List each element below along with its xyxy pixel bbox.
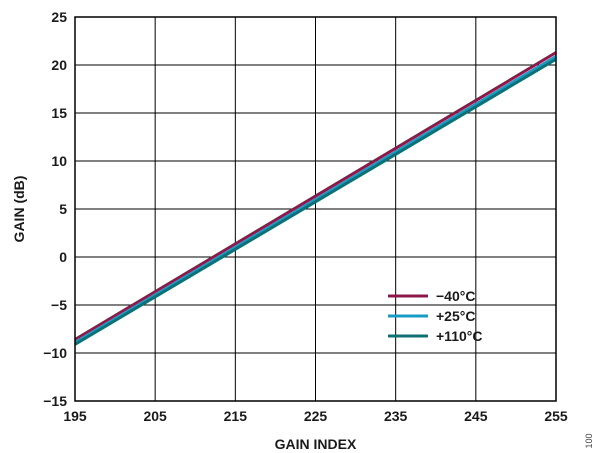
y-tick-label: 0 <box>59 249 67 265</box>
legend-label: +110°C <box>436 328 482 344</box>
y-tick-label: 25 <box>51 9 67 25</box>
plot-frame <box>74 16 557 402</box>
y-tick-label: −10 <box>43 345 67 361</box>
figure-id: 100 <box>584 433 594 448</box>
x-tick-labels: 195 205 215 225 235 245 255 <box>63 408 568 424</box>
y-tick-label: −15 <box>43 393 67 409</box>
x-tick-label: 195 <box>63 408 87 424</box>
y-tick-labels: −15 −10 −5 0 5 10 15 20 25 <box>43 9 67 409</box>
legend-label: −40°C <box>436 288 475 304</box>
series-line-1 <box>74 55 557 344</box>
y-tick-label: 20 <box>51 57 67 73</box>
y-tick-label: 10 <box>51 153 67 169</box>
legend: −40°C +25°C +110°C <box>388 288 482 344</box>
x-tick-label: 225 <box>304 408 328 424</box>
legend-label: +25°C <box>436 308 475 324</box>
series-line-0 <box>74 51 557 341</box>
x-tick-label: 215 <box>224 408 248 424</box>
y-tick-label: −5 <box>51 297 67 313</box>
x-tick-label: 245 <box>464 408 488 424</box>
x-axis-title: GAIN INDEX <box>275 436 357 452</box>
y-axis-title: GAIN (dB) <box>11 176 27 243</box>
series-lines <box>74 51 557 346</box>
y-tick-label: 15 <box>51 105 67 121</box>
series-line-2 <box>74 57 557 346</box>
x-tick-label: 255 <box>544 408 568 424</box>
x-tick-label: 235 <box>384 408 408 424</box>
grid <box>74 16 557 402</box>
y-tick-label: 5 <box>59 201 67 217</box>
x-tick-label: 205 <box>143 408 167 424</box>
